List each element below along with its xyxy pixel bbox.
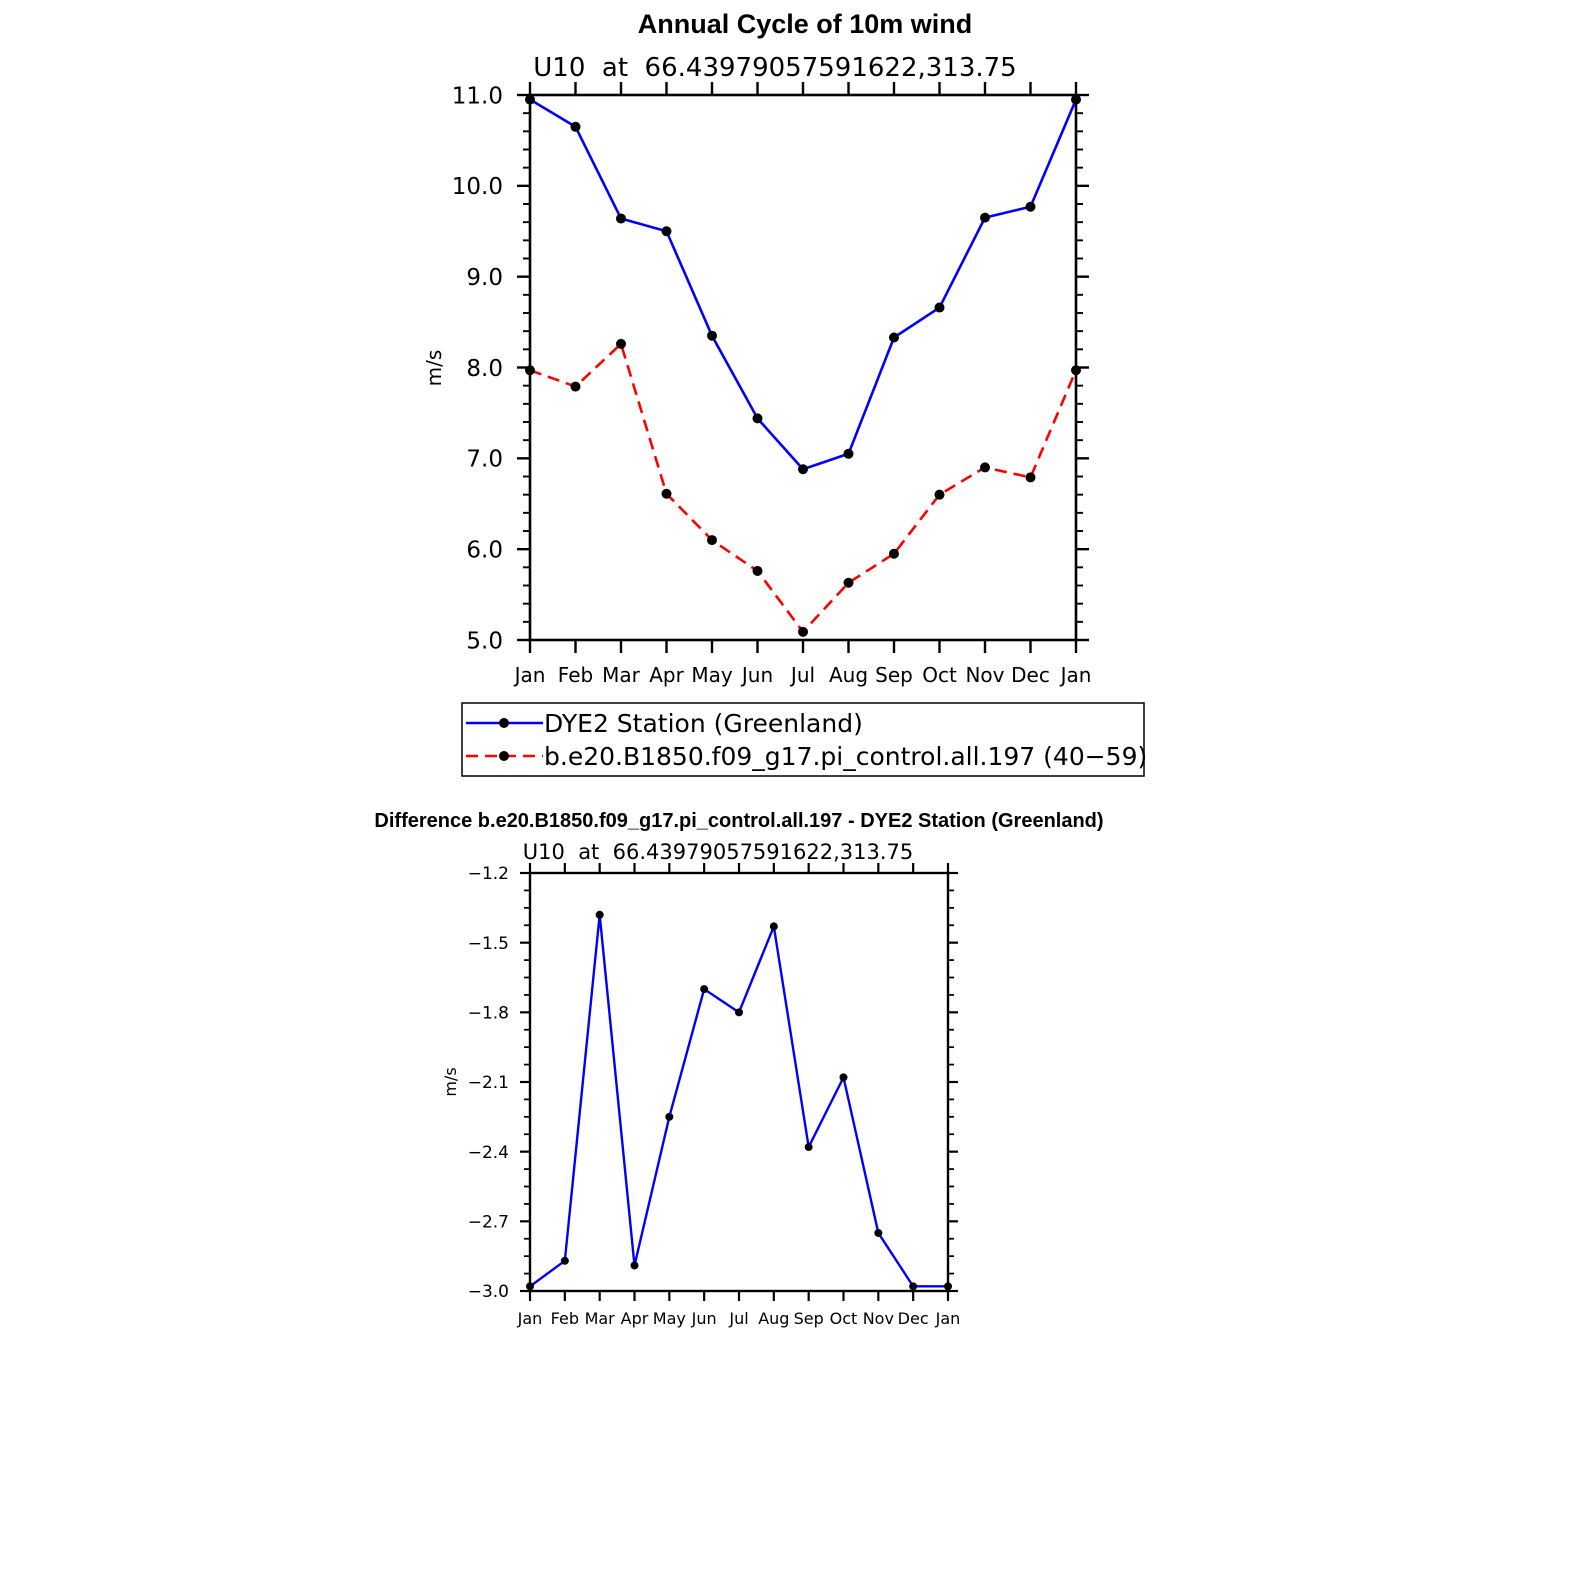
chart2-series-0-point [874, 1228, 883, 1237]
chart2-ytick-label: −1.2 [468, 864, 509, 884]
legend-marker-0 [499, 718, 509, 728]
chart2-ytick-label: −1.8 [468, 1003, 509, 1023]
chart1-xtick-label: Jul [789, 663, 815, 687]
chart1-series-1-line [529, 342, 1078, 634]
chart2-xtick-label: Jan [935, 1309, 961, 1328]
chart2-ytick-label: −2.1 [468, 1073, 509, 1093]
chart1-xtick-label: Dec [1011, 663, 1050, 687]
chart1-xtick-label: Mar [602, 663, 641, 687]
chart1-series-1-point [525, 365, 535, 376]
chart1-frame [528, 93, 1078, 642]
chart1-series-0-point [1071, 94, 1081, 105]
chart1-ytick-label: 5.0 [466, 628, 503, 654]
chart2-series-0-point [944, 1282, 952, 1291]
chart2-xtick-label: May [653, 1309, 686, 1328]
chart1-series-1-point [1071, 365, 1081, 376]
chart2-frame [528, 871, 950, 1293]
chart1-series-0-point [798, 464, 808, 475]
chart1-xtick-label: Aug [829, 663, 868, 687]
chart2-xtick-label: Sep [794, 1309, 824, 1328]
chart2-ylabel: m/s [441, 1067, 460, 1096]
chart1-ytick-label: 8.0 [466, 356, 503, 382]
chart2-plot: Jan Feb Mar Apr May Jun Jul Aug Sep Oct Nov Dec Jan−… [468, 863, 961, 1328]
chart1-series-0-point [570, 121, 581, 132]
chart2-xtick-label: Jul [728, 1309, 748, 1328]
chart2-ytick-label: −2.4 [468, 1143, 509, 1163]
chart2-series-0-point [665, 1112, 674, 1121]
chart1-series-1-point [661, 488, 672, 499]
chart1-series-1-point [798, 626, 808, 637]
chart1-ytick-label: 11.0 [452, 83, 503, 109]
chart2-series-0-point [595, 910, 604, 919]
chart1-title: Annual Cycle of 10m wind [638, 9, 973, 39]
chart2-ytick-label: −3.0 [468, 1282, 509, 1302]
chart1-series-0-line [529, 98, 1078, 471]
chart1-xtick-label: May [691, 663, 733, 687]
chart2-series-0-point [700, 985, 709, 994]
chart1-ytick-label: 9.0 [466, 265, 503, 291]
chart1-series-0-point [752, 413, 763, 424]
chart2-xtick-label: Feb [551, 1309, 579, 1328]
chart1-series-0-point [616, 213, 626, 224]
chart2-series-0-point [769, 922, 778, 931]
chart1-series-1-point [889, 548, 899, 559]
chart1-series-1-point [934, 489, 945, 500]
chart1-ylabel: m/s [422, 350, 446, 387]
chart1-xtick-label: Jan [513, 663, 546, 687]
chart2-ytick-label: −2.7 [468, 1212, 509, 1232]
chart2-xtick-label: Aug [758, 1309, 789, 1328]
chart1-series-0-point [661, 226, 672, 237]
chart2-series-0-point [839, 1073, 848, 1082]
chart1-series-0-point [934, 302, 945, 313]
chart2-series-0-point [526, 1282, 534, 1291]
chart2-series-0-line [529, 913, 948, 1288]
chart1-series-0-point [889, 332, 899, 343]
chart1-series-0-point [525, 94, 535, 105]
chart2-xtick-label: Apr [621, 1309, 649, 1328]
chart1-series-1-point [843, 577, 854, 588]
chart2-title: Difference b.e20.B1850.f09_g17.pi_contro… [374, 810, 1103, 832]
chart1-series-0-point [843, 448, 854, 459]
chart1-series-1-point [752, 565, 763, 576]
chart1-series-1-point [616, 338, 626, 349]
chart1-ytick-label: 7.0 [466, 447, 503, 473]
chart1-xtick-label: Feb [558, 663, 593, 687]
chart1-subtitle: U10 at 66.43979057591622,313.75 [533, 53, 1016, 83]
chart1-series-1-point [570, 381, 581, 392]
chart1-xtick-label: Sep [875, 663, 913, 687]
chart2-xtick-label: Dec [898, 1309, 929, 1328]
chart1-xtick-label: Nov [965, 663, 1004, 687]
chart2-series-0-point [560, 1256, 569, 1265]
chart1-legend: DYE2 Station (Greenland) b.e20.B1850.f09_… [461, 702, 1147, 777]
chart2-xtick-label: Nov [863, 1309, 894, 1328]
chart1-series-0-point [980, 212, 990, 223]
chart2-subtitle: U10 at 66.43979057591622,313.75 [523, 840, 914, 864]
chart2-ytick-label: −1.5 [468, 934, 509, 954]
chart1-ytick-label: 6.0 [466, 537, 503, 563]
chart1-series-1-point [1025, 472, 1036, 483]
chart2-series-0-point [630, 1261, 639, 1270]
chart1-xtick-label: Jan [1059, 663, 1092, 687]
chart1-series-0-point [1025, 201, 1036, 212]
chart2-series-0-point [735, 1008, 743, 1017]
chart1-xtick-label: Oct [922, 663, 957, 687]
legend-box [461, 702, 1145, 777]
chart2-xtick-label: Mar [585, 1309, 616, 1328]
chart1-xtick-label: Apr [649, 663, 684, 687]
chart1-plot: Jan Feb Mar Apr May Jun Jul Aug Sep Oct Nov Dec Jan 5… [452, 82, 1092, 687]
chart2-xtick-label: Oct [830, 1309, 858, 1328]
legend-label-0: DYE2 Station (Greenland) [544, 709, 863, 738]
legend-marker-1 [499, 751, 509, 761]
legend-label-1: b.e20.B1850.f09_g17.pi_control.all.197 (… [544, 742, 1147, 771]
chart1-series-1-point [980, 462, 990, 473]
chart2-series-0-point [909, 1282, 918, 1291]
chart2-series-0-point [804, 1143, 813, 1152]
chart1-xtick-label: Jun [740, 663, 773, 687]
chart1-series-0-point [707, 330, 717, 341]
chart2-xtick-label: Jan [517, 1309, 543, 1328]
chart1-series-1-point [707, 535, 717, 546]
chart2-xtick-label: Jun [691, 1309, 717, 1328]
chart1-ytick-label: 10.0 [452, 174, 503, 200]
